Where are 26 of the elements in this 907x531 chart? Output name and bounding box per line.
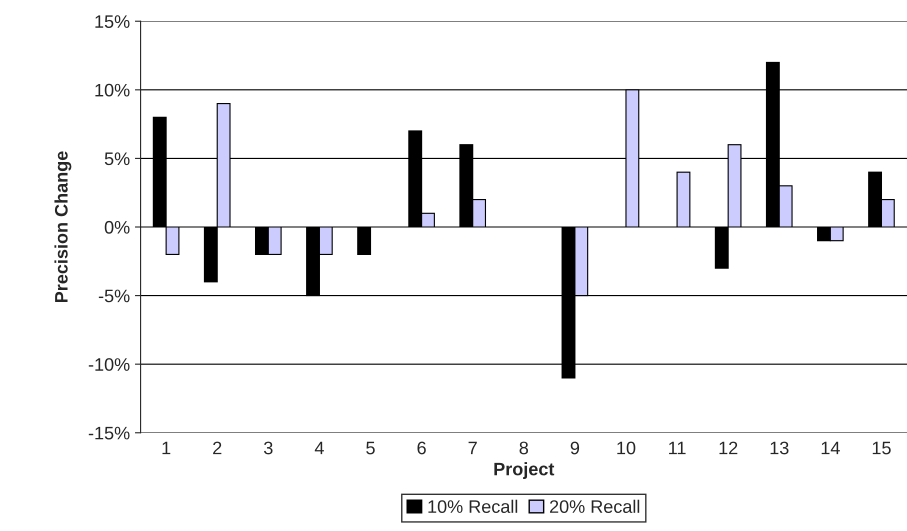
y-axis-title: Precision Change: [54, 151, 72, 302]
y-tick-label: 0%: [104, 220, 130, 234]
x-tick-label: 10: [617, 442, 636, 454]
legend-label: 10% Recall: [428, 500, 518, 513]
x-tick-label: 12: [720, 442, 738, 454]
x-tick-label: 6: [418, 442, 426, 454]
x-tick-label: 11: [669, 442, 686, 454]
legend-label: 20% Recall: [550, 500, 640, 513]
y-tick-label: -15%: [88, 426, 130, 440]
x-tick-label: 13: [770, 442, 789, 454]
x-tick-label: 7: [468, 442, 477, 454]
y-tick-label: -5%: [98, 290, 130, 302]
x-tick-label: 3: [264, 442, 273, 454]
x-tick-label: 9: [570, 442, 580, 454]
x-tick-label: 1: [162, 442, 170, 454]
x-tick-label: 8: [520, 442, 528, 454]
x-tick-label: 15: [872, 442, 891, 454]
y-tick-label: -10%: [88, 358, 130, 371]
y-tick-label: 15%: [95, 15, 130, 28]
y-tick-label: 10%: [95, 84, 130, 97]
x-tick-label: 2: [213, 442, 222, 454]
x-tick-label: 4: [314, 442, 324, 454]
y-tick-label: 5%: [104, 152, 130, 166]
x-tick-label: 5: [366, 442, 375, 454]
x-tick-label: 14: [822, 442, 840, 454]
x-axis-title: Project: [494, 462, 554, 479]
